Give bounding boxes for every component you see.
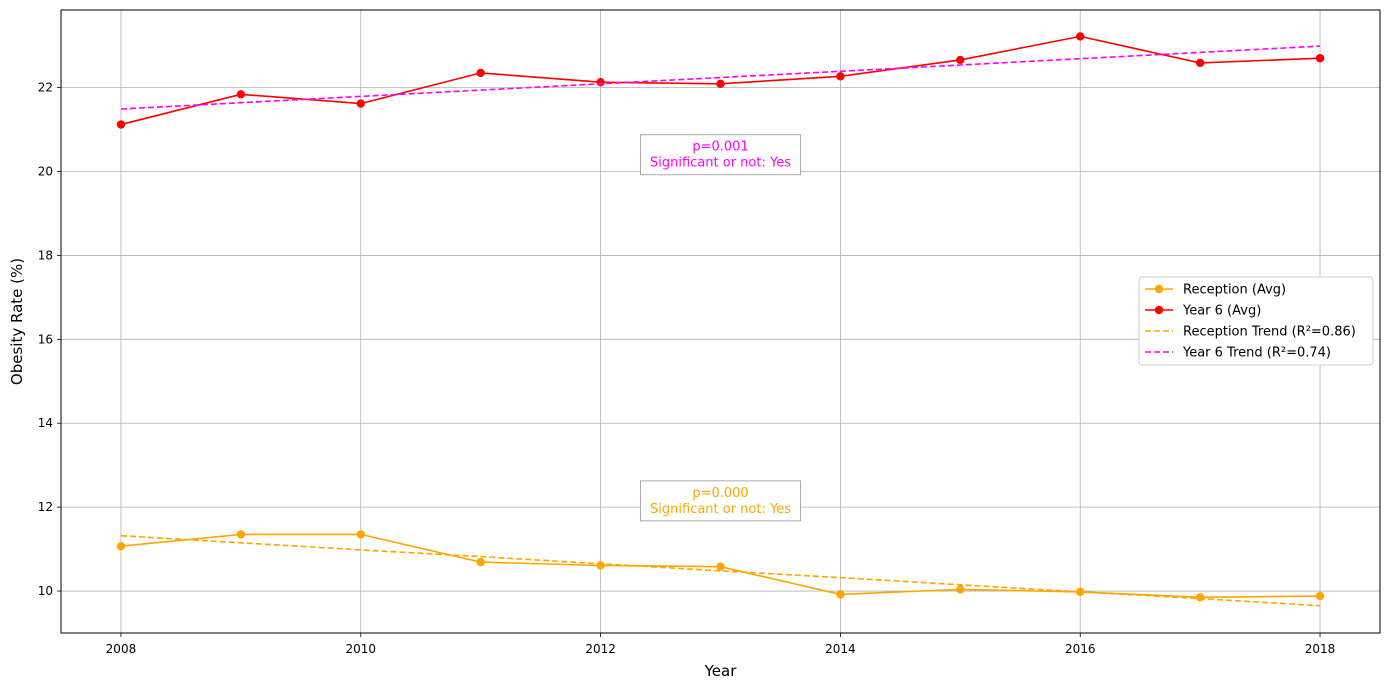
x-axis-label: Year bbox=[704, 662, 738, 680]
annotation-text: p=0.001 bbox=[692, 140, 748, 155]
year-6-avg-legend-marker bbox=[1154, 305, 1164, 315]
y-tick-label: 10 bbox=[38, 584, 53, 598]
legend: Reception (Avg) Year 6 (Avg) Reception Tre… bbox=[1138, 276, 1374, 366]
reception-avg-legend-marker bbox=[1154, 284, 1164, 294]
y-tick-label: 22 bbox=[38, 81, 53, 95]
annotation-text: p=0.000 bbox=[692, 486, 748, 501]
reception-avg-point bbox=[356, 530, 365, 539]
legend-entry-label: Year 6 (Avg) bbox=[1182, 304, 1261, 319]
year-6-avg-point bbox=[596, 77, 605, 87]
y-tick-label: 12 bbox=[38, 500, 53, 514]
plot-area-border bbox=[60, 9, 1381, 634]
x-tick-label: 2012 bbox=[585, 642, 616, 656]
reception-avg-point bbox=[1076, 587, 1085, 597]
reception-avg-point bbox=[596, 561, 605, 570]
year-6-avg-point bbox=[476, 68, 485, 78]
y-tick-label: 18 bbox=[38, 248, 53, 262]
year-6-avg-point bbox=[356, 99, 365, 108]
reception-avg-point bbox=[476, 557, 485, 567]
year-6-avg-point bbox=[236, 90, 246, 99]
data-series bbox=[116, 32, 1325, 607]
year-6-avg-point bbox=[956, 55, 965, 65]
y-tick-label: 20 bbox=[38, 165, 53, 179]
reception-avg-point bbox=[836, 590, 845, 599]
x-tick-label: 2010 bbox=[345, 642, 376, 656]
reception-avg-point bbox=[1195, 593, 1205, 602]
year-6-avg-point bbox=[836, 72, 845, 81]
reception-avg-point bbox=[716, 562, 725, 571]
reception-trend-r-0-86-line bbox=[120, 534, 1321, 607]
annotation-text: Significant or not: Yes bbox=[650, 502, 791, 517]
x-tick-label: 2008 bbox=[106, 642, 137, 656]
legend-box bbox=[1138, 276, 1374, 366]
legend-entry-label: Reception (Avg) bbox=[1183, 283, 1286, 298]
reception-avg-point bbox=[956, 585, 965, 594]
year-6-avg-point bbox=[716, 79, 725, 89]
y-tick-label: 14 bbox=[38, 416, 53, 430]
year-6-avg-point bbox=[1195, 58, 1205, 68]
reception-avg-point bbox=[116, 541, 126, 551]
year-6-avg-point bbox=[1315, 54, 1325, 63]
x-tick-label: 2014 bbox=[825, 642, 856, 656]
legend-entry-label: Reception Trend (R²=0.86) bbox=[1183, 325, 1356, 340]
year-6-avg-point bbox=[116, 120, 126, 129]
reception-avg-point bbox=[236, 530, 246, 539]
year-6-avg-point bbox=[1076, 32, 1085, 41]
legend-entry-label: Year 6 Trend (R²=0.74) bbox=[1182, 346, 1331, 361]
y-tick-label: 16 bbox=[38, 332, 53, 346]
x-tick-label: 2016 bbox=[1065, 642, 1096, 656]
x-tick-label: 2018 bbox=[1305, 642, 1336, 656]
annotation-box bbox=[640, 134, 801, 176]
year-6-trend-r-0-74-line bbox=[120, 45, 1321, 110]
y-axis-label: Obesity Rate (%) bbox=[8, 258, 26, 385]
annotation-box bbox=[640, 480, 801, 522]
axis-ticks: 2008 2010 2012 2014 2016 2018 10 12 14 16 18 20 22 bbox=[38, 81, 1336, 656]
reception-avg-point bbox=[1315, 591, 1325, 601]
annotation-text: Significant or not: Yes bbox=[650, 156, 791, 171]
